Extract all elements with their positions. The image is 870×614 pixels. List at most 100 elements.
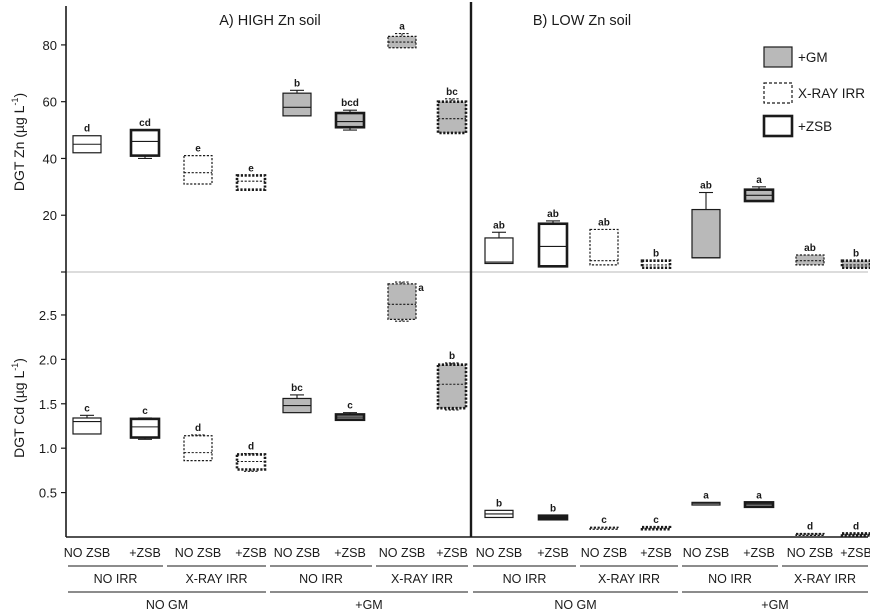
cd-b-box-5 xyxy=(743,501,775,509)
cd-a-box-sig-label-5: c xyxy=(347,401,353,412)
cd-b-box-1 xyxy=(537,514,569,521)
zn-b-box-sig-label-2: ab xyxy=(598,217,610,228)
cd-b-box-3 xyxy=(640,525,672,531)
zn-a-box-6 xyxy=(387,32,417,49)
panel-title-b: B) LOW Zn soil xyxy=(533,13,631,29)
boxes xyxy=(72,32,870,537)
zn-b-box-7-box xyxy=(840,259,870,270)
zn-b-box-4-box xyxy=(691,208,721,259)
x-label-irr-2: NO IRR xyxy=(299,572,343,586)
zn-a-box-sig-label-5: bcd xyxy=(341,98,359,109)
cd-a-box-sig-label-0: c xyxy=(84,403,90,414)
zn-b-box-2 xyxy=(589,228,619,266)
cd-a-box-7 xyxy=(436,362,468,411)
legend-swatch-gm xyxy=(763,46,793,68)
cd-b-box-6 xyxy=(795,532,825,537)
cd-a-box-1 xyxy=(129,417,161,440)
cd-a-box-sig-label-3: d xyxy=(248,442,254,453)
cd-b-box-0 xyxy=(484,509,514,519)
cd-a-box-sig-label-1: c xyxy=(142,406,148,417)
zn-b-box-sig-label-3: b xyxy=(653,249,659,260)
y-axis-title-zn: DGT Zn (µg L-1) xyxy=(10,93,27,191)
panel-title-a: A) HIGH Zn soil xyxy=(219,13,321,29)
cd-a-box-5 xyxy=(334,412,366,422)
zn-a-box-3-box xyxy=(235,174,267,191)
zn-b-box-3 xyxy=(640,259,672,270)
cd-tick-label-0: 0.5 xyxy=(39,486,57,501)
x-label-zsb-11: +ZSB xyxy=(640,546,672,560)
zn-a-box-1 xyxy=(129,128,161,160)
legend-swatch-zsb xyxy=(762,114,794,138)
zn-a-box-sig-label-2: e xyxy=(195,144,201,155)
zn-a-box-5-box xyxy=(334,111,366,129)
zn-a-box-4 xyxy=(282,89,312,117)
zn-b-box-sig-label-7: b xyxy=(853,249,859,260)
x-label-zsb-2: NO ZSB xyxy=(175,546,222,560)
legend-label-gm: +GM xyxy=(798,50,828,65)
x-label-irr-7: X-RAY IRR xyxy=(794,572,856,586)
zn-a-box-3 xyxy=(235,174,267,191)
zn-a-box-7 xyxy=(436,98,468,135)
y-axis-title-cd: DGT Cd (µg L-1) xyxy=(10,358,27,458)
zn-tick-label-1: 40 xyxy=(43,151,57,166)
x-label-irr-3: X-RAY IRR xyxy=(391,572,453,586)
zn-b-box-7 xyxy=(840,259,870,270)
zn-b-box-6 xyxy=(795,254,825,266)
cd-b-box-sig-label-3: c xyxy=(653,515,659,526)
y-axis-title-cd-close: ) xyxy=(11,358,27,363)
cd-tick-label-1: 1.0 xyxy=(39,441,57,456)
x-label-zsb-8: NO ZSB xyxy=(476,546,523,560)
x-label-irr-0: NO IRR xyxy=(94,572,138,586)
cd-b-box-4 xyxy=(691,501,721,506)
cd-b-box-sig-label-6: d xyxy=(807,521,813,532)
cd-b-box-sig-label-2: c xyxy=(601,515,607,526)
legend: +GM X-RAY IRR +ZSB xyxy=(762,46,865,138)
cd-b-box-2 xyxy=(589,526,619,530)
legend-swatch-xray xyxy=(763,82,793,104)
y-axis-title-cd-main: DGT Cd (µg L xyxy=(11,371,27,458)
zn-b-box-sig-label-1: ab xyxy=(547,209,559,220)
cd-a-box-4 xyxy=(282,394,312,414)
zn-b-box-3-box xyxy=(640,259,672,270)
cd-a-box-sig-label-7: b xyxy=(449,351,455,362)
zn-b-box-6-box xyxy=(795,254,825,266)
cd-a-box-0-box xyxy=(72,417,102,435)
zn-b-box-1 xyxy=(537,220,569,268)
cd-tick-label-3: 2.0 xyxy=(39,352,57,367)
x-label-gm-3: +GM xyxy=(761,598,788,612)
x-label-zsb-5: +ZSB xyxy=(334,546,366,560)
cd-b-box-7 xyxy=(840,532,870,537)
zn-b-box-sig-label-5: a xyxy=(756,175,762,186)
x-label-zsb-1: +ZSB xyxy=(129,546,161,560)
cd-b-box-sig-label-0: b xyxy=(496,498,502,509)
cd-a-box-7-box xyxy=(436,363,468,410)
x-label-irr-6: NO IRR xyxy=(708,572,752,586)
x-label-zsb-13: +ZSB xyxy=(743,546,775,560)
x-label-zsb-6: NO ZSB xyxy=(379,546,426,560)
zn-b-box-2-box xyxy=(589,228,619,266)
x-label-zsb-12: NO ZSB xyxy=(683,546,730,560)
x-label-gm-2: NO GM xyxy=(554,598,596,612)
y-axis-title-zn-close: ) xyxy=(11,93,27,98)
x-label-zsb-14: NO ZSB xyxy=(787,546,834,560)
zn-tick-label-2: 60 xyxy=(43,95,57,110)
zn-a-box-7-box xyxy=(436,100,468,135)
zn-a-box-sig-label-3: e xyxy=(248,163,254,174)
zn-a-box-sig-label-6: a xyxy=(399,22,405,33)
axes xyxy=(61,2,868,593)
legend-label-xray: X-RAY IRR xyxy=(798,86,865,101)
zn-tick-label-0: 20 xyxy=(43,208,57,223)
labels: A) HIGH Zn soil B) LOW Zn soil DGT Zn (µ… xyxy=(10,13,870,612)
cd-b-box-sig-label-1: b xyxy=(550,504,556,515)
x-label-gm-0: NO GM xyxy=(146,598,188,612)
zn-b-box-4 xyxy=(691,191,721,259)
zn-a-box-sig-label-1: cd xyxy=(139,118,151,129)
cd-b-box-sig-label-4: a xyxy=(703,490,709,501)
x-label-zsb-10: NO ZSB xyxy=(581,546,628,560)
zn-a-box-sig-label-7: bc xyxy=(446,87,458,98)
zn-b-box-5 xyxy=(743,186,775,203)
zn-b-box-0-box xyxy=(484,237,514,265)
y-axis-title-zn-sup: -1 xyxy=(10,98,20,106)
zn-tick-label-3: 80 xyxy=(43,38,57,53)
